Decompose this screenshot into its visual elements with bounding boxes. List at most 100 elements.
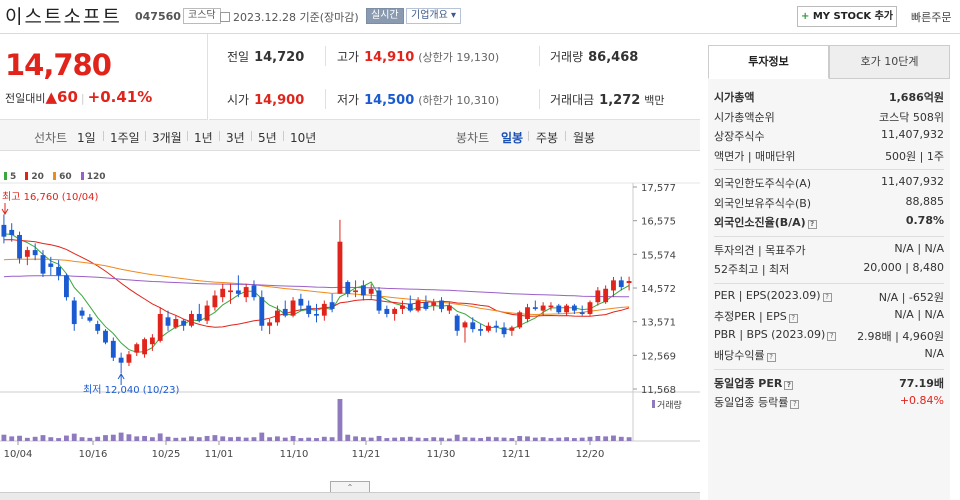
my-stock-add-button[interactable]: + MY STOCK 추가	[797, 6, 897, 27]
candle-body	[532, 307, 538, 309]
candle-body	[603, 288, 609, 303]
market-badge: 코스닥	[183, 8, 221, 24]
y-tick-label: 11,568	[641, 385, 676, 396]
quick-order-link[interactable]: 빠른주문	[911, 11, 952, 24]
help-icon[interactable]: ?	[827, 331, 837, 341]
info-row-key: 배당수익률?	[714, 347, 776, 363]
info-row-key: 동일업종 PER?	[714, 375, 794, 391]
chevron-down-icon: ▾	[451, 10, 457, 21]
info-row: 동일업종 PER? 77.19배	[714, 375, 944, 391]
period-1w[interactable]: 1주일	[110, 131, 140, 145]
volume-value: 86,468	[588, 50, 639, 65]
price-chart-area[interactable]: 5 20 60 120 17,577 16,575 15,574 14,572 13,5…	[0, 151, 700, 500]
current-price: 14,780	[5, 48, 112, 82]
candle-body	[564, 305, 569, 313]
divider	[539, 89, 540, 109]
info-row-value: 코스닥 508위	[879, 110, 944, 124]
y-tick-label: 16,575	[641, 217, 676, 228]
divider	[145, 131, 146, 141]
help-icon[interactable]: ?	[790, 400, 800, 409]
help-icon[interactable]: ?	[788, 314, 798, 323]
candle-body	[540, 305, 546, 311]
period-10y[interactable]: 10년	[290, 131, 317, 145]
candle-body	[345, 282, 351, 294]
volume-bar	[259, 432, 265, 441]
chart-collapse-button[interactable]: ⌃	[330, 481, 370, 493]
chevron-up-icon: ⌃	[346, 483, 354, 492]
info-row-value: 11,407,932	[881, 128, 944, 141]
volume-bar	[204, 435, 210, 441]
period-1d[interactable]: 1일	[77, 131, 96, 145]
candle-body	[134, 344, 140, 353]
period-5y[interactable]: 5년	[258, 131, 277, 145]
candle-body	[595, 290, 601, 303]
change-label: 전일대비	[5, 92, 46, 105]
volume-bar	[118, 432, 124, 441]
volume-bar	[595, 435, 601, 441]
volume-bar	[626, 437, 632, 441]
candle-body	[95, 324, 101, 331]
low-label: 저가	[337, 93, 360, 107]
volume-bar	[165, 436, 171, 441]
tab-order-book[interactable]: 호가 10단계	[829, 45, 950, 79]
info-row-key: 동일업종 등락률?	[714, 394, 800, 410]
plus-icon: +	[800, 11, 810, 22]
period-3y[interactable]: 3년	[226, 131, 245, 145]
candle-body	[157, 313, 163, 341]
ma-5-swatch	[4, 172, 7, 180]
help-icon[interactable]: ?	[766, 353, 776, 362]
candle-body	[509, 327, 515, 331]
info-row-key: 외국인한도주식수(A)	[714, 177, 812, 190]
ma-5-line	[3, 233, 630, 353]
period-3m[interactable]: 3개월	[152, 131, 182, 145]
calendar-icon	[220, 12, 230, 22]
help-icon[interactable]: ?	[822, 292, 832, 302]
candle-chart-label: 봉차트	[456, 131, 490, 145]
candle-body	[243, 287, 249, 298]
volume-bar	[564, 437, 569, 441]
tab-investment-info[interactable]: 투자정보	[708, 45, 829, 79]
ma-legend-20: 20	[25, 172, 44, 182]
candle-monthly[interactable]: 월봉	[573, 131, 596, 145]
period-1y[interactable]: 1년	[194, 131, 213, 145]
volume-bar	[345, 434, 351, 441]
trade-value-unit: 백만	[644, 94, 665, 107]
candle-body	[587, 302, 593, 314]
high-value: 14,910	[364, 50, 415, 65]
help-icon[interactable]: ?	[784, 380, 794, 390]
info-row: 외국인소진율(B/A)? 0.78%	[714, 214, 944, 230]
candle-body	[17, 234, 22, 259]
prev-close: 전일 14,720	[227, 48, 304, 65]
x-tick-label: 10/25	[152, 449, 181, 460]
company-overview-dropdown[interactable]: 기업개요 ▾	[406, 8, 462, 24]
candle-body	[611, 280, 616, 291]
volume-bar	[478, 438, 484, 441]
candle-body	[1, 224, 7, 237]
volume-bar	[87, 437, 93, 441]
arrow-up-icon	[117, 373, 125, 380]
volume-bar	[306, 437, 312, 441]
ma-120-label: 120	[86, 172, 106, 182]
candle-daily[interactable]: 일봉	[501, 131, 524, 145]
candle-body	[56, 266, 62, 276]
volume-bar	[415, 437, 421, 441]
candle-body	[196, 313, 202, 321]
candlestick-chart[interactable]: 17,577 16,575 15,574 14,572 13,571 12,569 11,5…	[0, 151, 700, 481]
info-row-key: PER | EPS(2023.09)?	[714, 289, 832, 302]
divider	[539, 46, 540, 66]
x-tick-label: 11/01	[205, 449, 234, 460]
realtime-button[interactable]: 실시간	[366, 8, 404, 24]
candle-body	[290, 300, 296, 316]
candle-body	[579, 312, 585, 314]
help-icon[interactable]: ?	[807, 220, 817, 229]
candle-body	[392, 308, 398, 314]
stock-header: 이스트소프트 047560 코스닥 2023.12.28 기준(장마감) 실시간…	[0, 0, 960, 34]
volume-bar	[1, 434, 7, 441]
y-tick-label: 15,574	[641, 250, 676, 261]
info-row-value: 2.98배 | 4,960원	[857, 329, 944, 343]
candle-weekly[interactable]: 주봉	[536, 131, 559, 145]
candle-body	[228, 290, 233, 293]
divider	[325, 89, 326, 109]
info-row-value: N/A | N/A	[894, 241, 944, 255]
info-row: 시가총액순위 코스닥 508위	[714, 109, 944, 125]
